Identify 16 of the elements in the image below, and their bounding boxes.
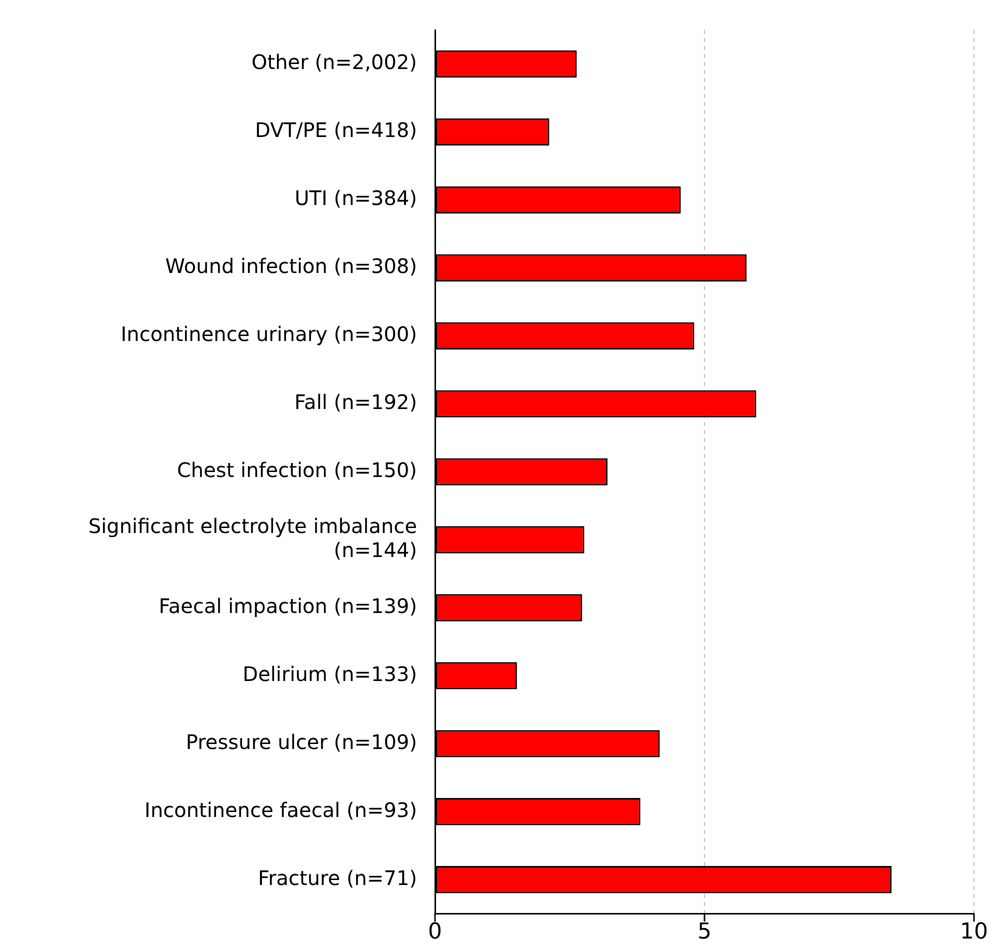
x-tick-label: 5 [698,920,712,945]
y-tick-label: Significant electrolyte imbalance (n=144) [88,514,417,562]
y-tick-label: Faecal impaction (n=139) [158,594,417,618]
y-tick-label: Chest infection (n=150) [176,458,417,482]
y-tick-label: Pressure ulcer (n=109) [186,730,417,754]
y-tick-label: Wound infection (n=308) [165,254,417,278]
y-tick-label: Incontinence faecal (n=93) [144,798,417,822]
y-tick-label: Fracture (n=71) [258,866,417,890]
x-tick-label: 0 [428,920,442,945]
y-tick-label: Delirium (n=133) [242,662,417,686]
y-tick-label: Incontinence urinary (n=300) [120,322,417,346]
y-tick-label: DVT/PE (n=418) [255,118,417,142]
y-tick-label: UTI (n=384) [294,186,417,210]
y-tick-label: Other (n=2,002) [252,50,417,74]
x-tick-label: 10 [960,920,988,945]
y-tick-label: Fall (n=192) [294,390,417,414]
